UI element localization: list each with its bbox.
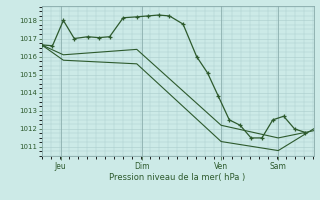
X-axis label: Pression niveau de la mer( hPa ): Pression niveau de la mer( hPa )	[109, 173, 246, 182]
